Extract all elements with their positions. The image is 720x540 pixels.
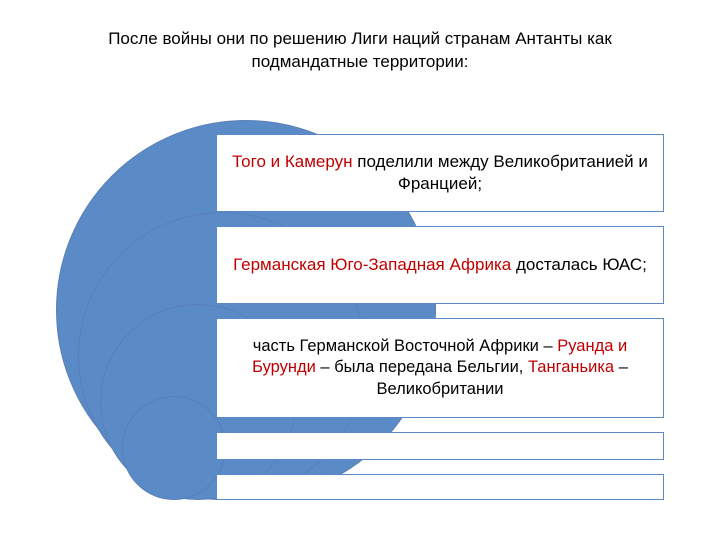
callout-box-1: Того и Камерун поделили между Великобрит… bbox=[216, 134, 664, 212]
callout-2-rest: досталась ЮАС; bbox=[511, 255, 647, 274]
callout-1-rest: поделили между Великобританией и Францие… bbox=[353, 152, 648, 193]
slide-title: После войны они по решению Лиги наций ст… bbox=[60, 28, 660, 74]
nested-circle-diagram: Того и Камерун поделили между Великобрит… bbox=[56, 120, 664, 500]
callout-3-highlight-2: Танганьика bbox=[528, 358, 614, 376]
callout-box-5 bbox=[216, 474, 664, 500]
callout-2-highlight: Германская Юго-Западная Африка bbox=[233, 255, 511, 274]
callout-box-2: Германская Юго-Западная Африка досталась… bbox=[216, 226, 664, 304]
callout-3-mid: – была передана Бельгии, bbox=[316, 358, 528, 376]
callout-2-text: Германская Юго-Западная Африка досталась… bbox=[233, 254, 647, 276]
callout-1-text: Того и Камерун поделили между Великобрит… bbox=[231, 151, 649, 195]
callout-box-3: часть Германской Восточной Африки – Руан… bbox=[216, 318, 664, 418]
callout-3-text: часть Германской Восточной Африки – Руан… bbox=[231, 336, 649, 400]
callout-3-pre: часть Германской Восточной Африки – bbox=[253, 337, 557, 355]
callout-box-4 bbox=[216, 432, 664, 460]
circle-level-4 bbox=[122, 396, 226, 500]
callout-1-highlight: Того и Камерун bbox=[232, 152, 352, 171]
